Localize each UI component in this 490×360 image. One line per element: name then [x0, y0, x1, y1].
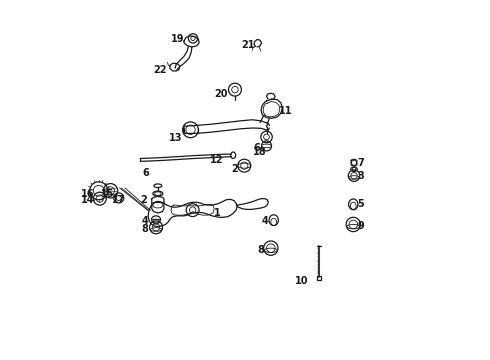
Text: 15: 15 [101, 189, 115, 199]
Text: 4: 4 [142, 216, 148, 226]
Text: 22: 22 [154, 64, 167, 75]
Text: 14: 14 [81, 195, 95, 205]
Text: 5: 5 [357, 199, 364, 210]
Text: 8: 8 [142, 224, 149, 234]
Text: 2: 2 [231, 164, 238, 174]
Text: 7: 7 [357, 158, 364, 168]
Text: 11: 11 [279, 106, 293, 116]
Text: 19: 19 [171, 35, 184, 44]
Text: 6: 6 [143, 168, 149, 178]
Text: 6: 6 [253, 143, 260, 153]
Text: 20: 20 [214, 89, 227, 99]
Text: 9: 9 [357, 221, 364, 231]
Text: 18: 18 [252, 147, 266, 157]
Text: 1: 1 [214, 208, 220, 218]
Text: 12: 12 [210, 155, 224, 165]
Text: 17: 17 [112, 195, 125, 205]
Text: 3: 3 [357, 171, 364, 181]
Text: 16: 16 [81, 189, 95, 199]
Text: 2: 2 [140, 195, 147, 205]
Text: 8: 8 [257, 244, 264, 255]
Text: 10: 10 [295, 276, 308, 286]
Text: 21: 21 [241, 40, 255, 50]
Text: 4: 4 [262, 216, 269, 226]
Text: 13: 13 [170, 133, 183, 143]
